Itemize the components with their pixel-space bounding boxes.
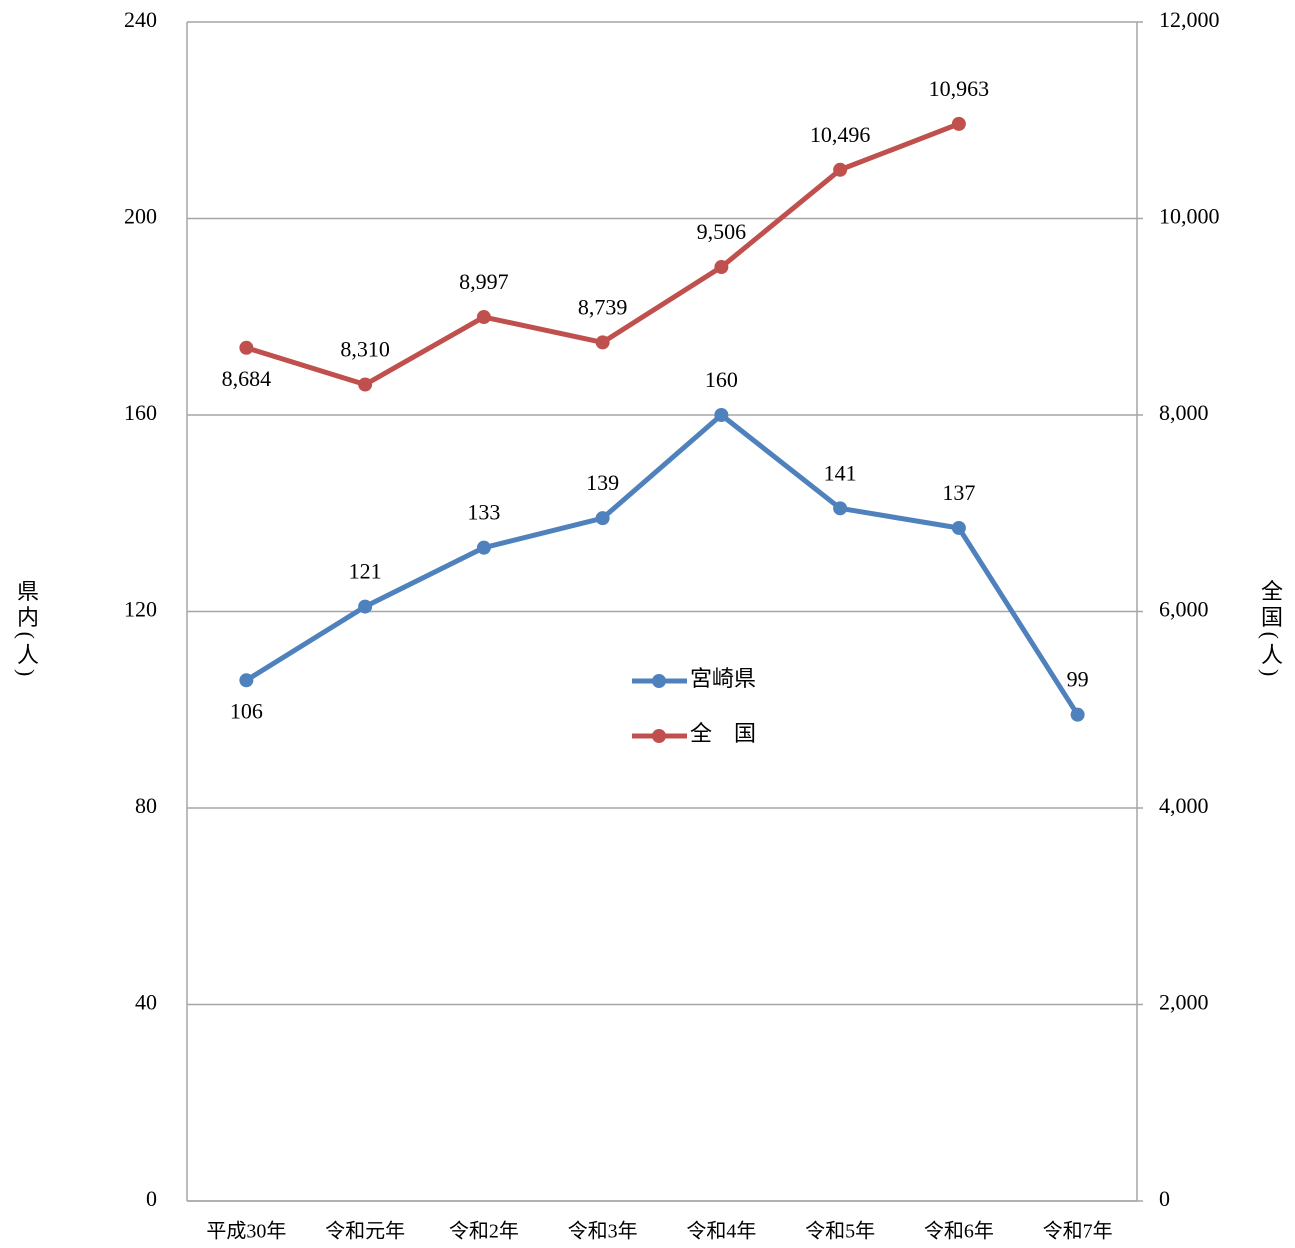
y2-tick-label: 6,000 [1159,597,1209,622]
y-tick-label: 120 [124,597,157,622]
data-label: 99 [1067,667,1089,692]
y-tick-label: 0 [146,1186,157,1211]
series-point [476,540,491,555]
series-point [714,260,729,275]
x-tick-label: 令和5年 [805,1220,875,1243]
y2-axis-title: 全国(人) [1258,580,1283,681]
data-label: 133 [467,500,500,525]
y-tick-label: 160 [124,400,157,425]
y2-tick-label: 0 [1159,1186,1170,1211]
data-label: 10,496 [810,122,871,147]
series-point [951,116,966,131]
series-point [833,501,848,516]
series-point [714,408,729,422]
legend-marker [652,729,666,743]
legend-marker [652,674,666,688]
y-tick-label: 80 [135,793,157,818]
data-label: 139 [586,470,619,495]
x-tick-label: 令和2年 [449,1220,519,1243]
data-label: 141 [824,460,857,485]
legend-label: 全 国 [690,721,756,746]
y-tick-label: 240 [124,7,157,32]
y-tick-label: 40 [135,990,157,1015]
y2-tick-label: 12,000 [1159,7,1220,32]
series-point [239,673,254,688]
data-label: 8,739 [578,294,628,319]
data-label: 8,310 [340,337,390,362]
y2-tick-label: 10,000 [1159,204,1220,229]
data-label: 121 [349,559,382,584]
y2-tick-label: 8,000 [1159,400,1209,425]
series-line [245,412,1080,717]
data-label: 160 [705,367,738,392]
series-point [239,340,254,355]
data-label: 106 [230,698,263,723]
series-point [595,335,610,350]
series-point [358,599,373,614]
series-point [833,162,848,177]
x-tick-label: 令和6年 [924,1220,994,1243]
y2-tick-label: 2,000 [1159,990,1209,1015]
data-label: 137 [942,480,975,505]
y2-tick-label: 4,000 [1159,793,1209,818]
x-tick-label: 平成30年 [206,1220,286,1243]
series-point [358,377,373,392]
x-tick-label: 令和元年 [325,1220,405,1243]
legend-label: 宮崎県 [690,666,756,691]
x-tick-label: 令和7年 [1043,1220,1113,1243]
data-label: 8,684 [222,366,272,391]
data-label: 10,963 [929,76,990,101]
y-axis-title: 県内(人) [14,580,39,681]
series-point [476,310,491,325]
x-tick-label: 令和4年 [686,1220,756,1243]
series-point [595,511,610,526]
data-label: 8,997 [459,269,509,294]
series-point [951,520,966,535]
data-label: 9,506 [697,219,747,244]
y-tick-label: 200 [124,204,157,229]
x-tick-label: 令和3年 [568,1220,638,1243]
series-point [1070,707,1085,722]
